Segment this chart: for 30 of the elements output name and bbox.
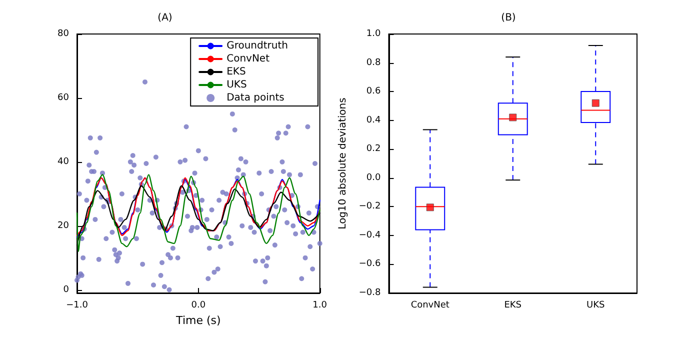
x-tick-label: 1.0 xyxy=(312,300,328,310)
y-tick-label: 0.6 xyxy=(366,86,382,97)
x-axis-title: Time (s) xyxy=(175,314,221,327)
y-axis-title: Log10 absolute deviations xyxy=(338,98,348,230)
chart-title: (B) xyxy=(501,12,516,24)
y-tick-label: −0.2 xyxy=(358,202,381,212)
y-tick-label: 0.0 xyxy=(366,172,382,183)
legend-label: UKS xyxy=(226,80,247,90)
y-tick-label: −0.8 xyxy=(358,288,382,298)
x-tick-label: EKS xyxy=(504,300,522,310)
y-tick-label: −0.4 xyxy=(358,230,382,240)
x-tick-label: 0.0 xyxy=(191,300,206,310)
legend-label: Groundtruth xyxy=(226,40,288,52)
y-tick-label: 80 xyxy=(58,29,70,39)
chart-title: (A) xyxy=(158,12,172,24)
y-tick-label: 60 xyxy=(58,92,70,103)
y-tick-label: 0.2 xyxy=(366,144,381,154)
x-tick-label: UKS xyxy=(586,300,606,310)
y-tick-label: 0.4 xyxy=(366,115,382,126)
y-tick-label: 0 xyxy=(63,284,70,295)
y-tick-label: −0.6 xyxy=(358,259,382,270)
legend-label: Data points xyxy=(226,92,284,104)
legend-label: ConvNet xyxy=(226,54,270,64)
legend-label: EKS xyxy=(226,66,246,78)
y-tick-label: 20 xyxy=(58,220,70,231)
y-tick-label: 1.0 xyxy=(366,29,382,39)
x-tick-label: −1.0 xyxy=(66,300,88,310)
y-tick-label: 0.8 xyxy=(366,58,382,68)
y-tick-label: 40 xyxy=(58,156,70,167)
x-tick-label: ConvNet xyxy=(410,300,450,310)
